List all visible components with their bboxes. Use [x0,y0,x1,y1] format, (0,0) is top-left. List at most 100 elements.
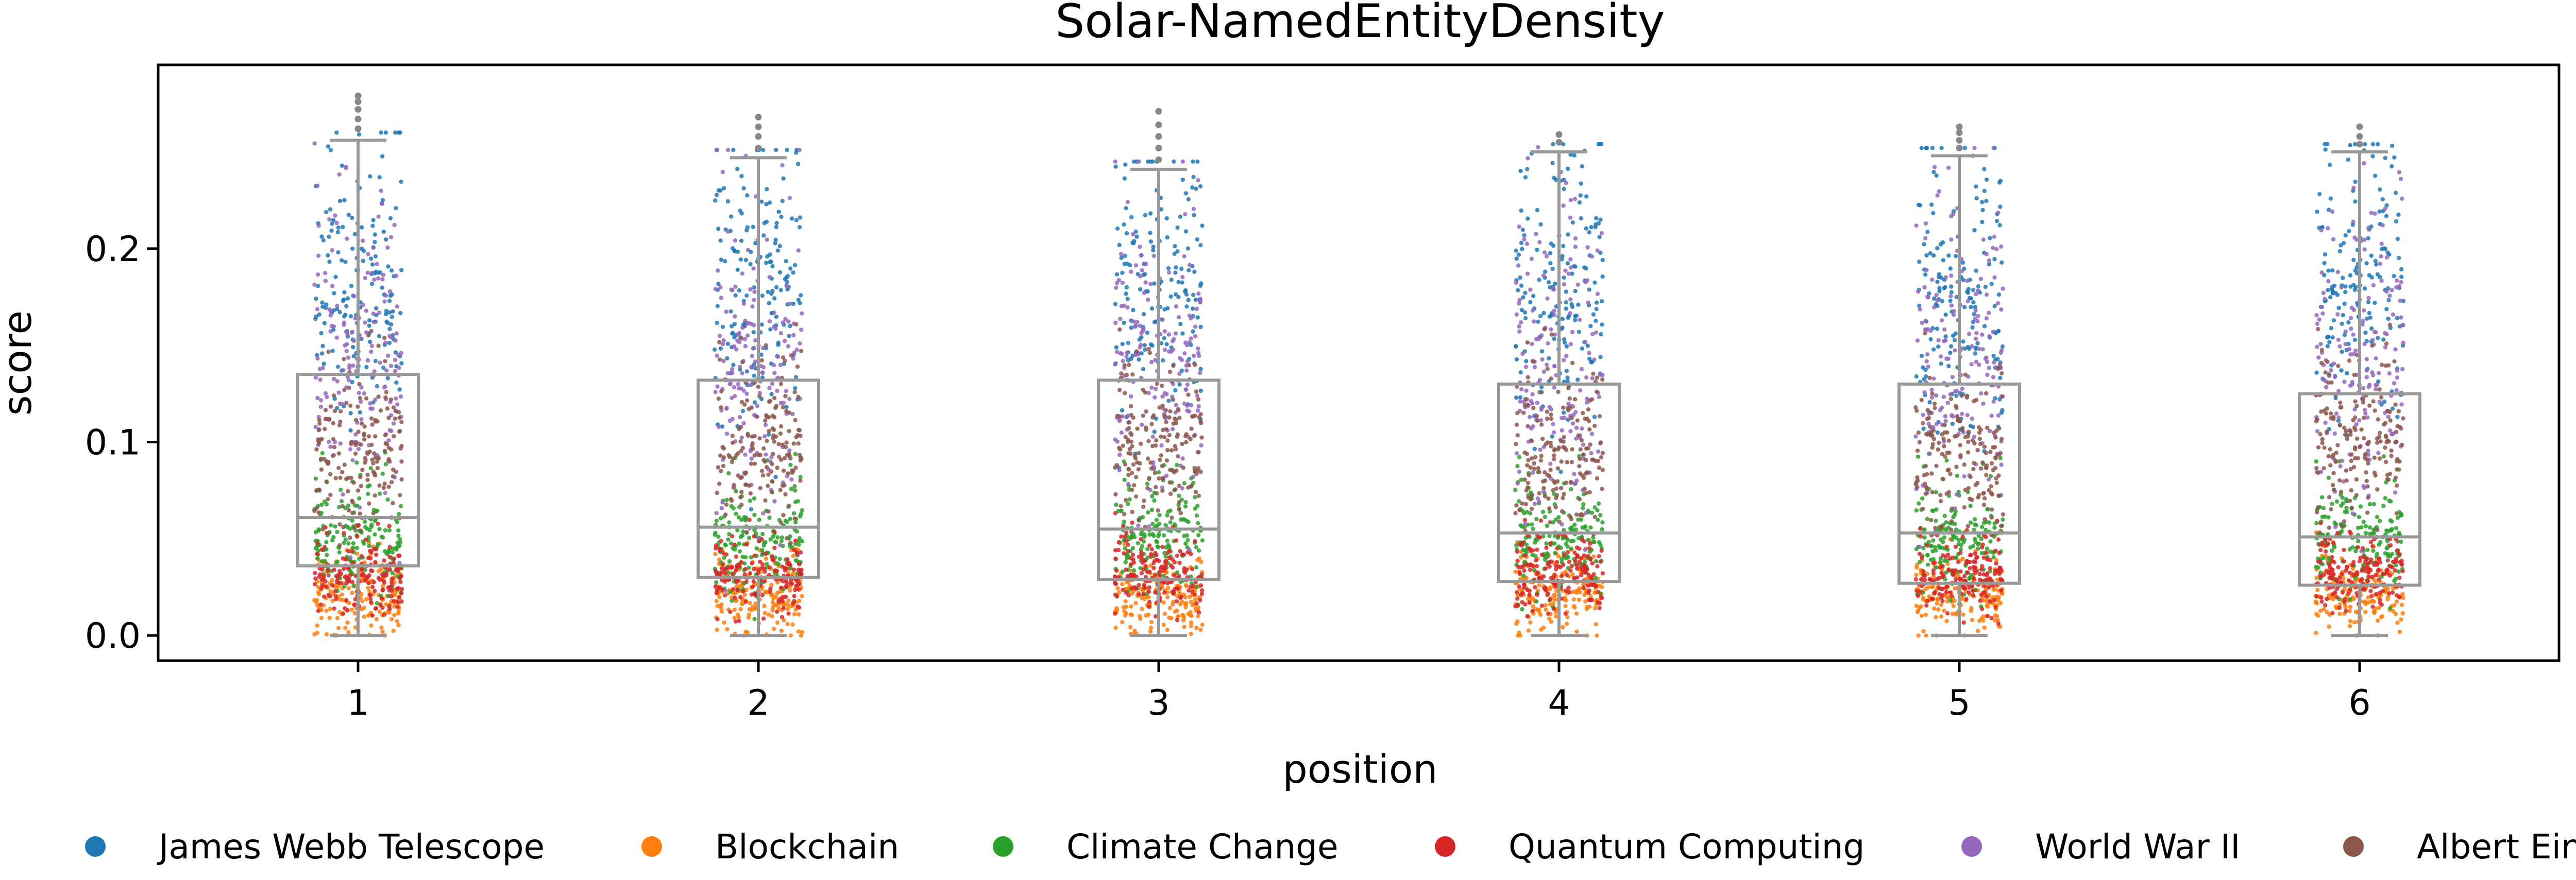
data-point [1575,418,1580,423]
data-point [1999,578,2004,582]
data-point [799,571,803,576]
data-point [1548,468,1553,472]
strip-group-4 [1513,142,1605,638]
data-point [1145,331,1149,335]
data-point [336,390,341,395]
data-point [1165,539,1170,543]
data-point [1188,437,1193,441]
data-point [313,424,318,429]
data-point [1979,525,1985,529]
data-point [1141,505,1146,509]
data-point [1183,434,1188,439]
data-point [1160,317,1165,322]
data-point [1513,511,1518,515]
data-point [1195,504,1200,508]
data-point [1183,605,1188,610]
data-point [1590,561,1595,566]
data-point [738,365,742,369]
data-point [1149,552,1154,557]
data-point [379,130,383,135]
data-point [380,154,385,159]
data-point [1573,559,1578,563]
data-point [760,375,765,380]
data-point [1599,455,1604,460]
data-point [1922,285,1927,290]
data-point [1574,589,1579,593]
data-point [785,280,789,284]
data-point [787,410,792,415]
data-point [388,235,394,239]
data-point [1129,471,1134,475]
data-point [1125,297,1130,301]
data-point [1553,281,1557,286]
data-point [314,488,319,493]
data-point [1165,306,1170,310]
data-point [324,540,329,544]
data-point [733,595,737,600]
data-point [1123,498,1128,503]
data-point [1977,541,1981,546]
data-point [1522,517,1528,523]
data-point [1581,442,1586,447]
data-point [1918,203,1923,208]
data-point [389,428,394,434]
data-point [787,334,791,338]
data-point [319,586,324,591]
data-point [351,354,356,359]
data-point [1993,618,1997,623]
data-point [1153,357,1158,363]
data-point [330,221,334,226]
data-point [1938,528,1943,533]
data-point [1573,245,1578,249]
data-point [1929,395,1935,400]
data-point [768,327,773,332]
data-point [373,358,378,364]
data-point [1545,363,1549,367]
data-point [1530,359,1535,364]
data-point [1928,251,1933,256]
data-point [715,320,719,325]
data-point [392,222,397,228]
data-point [1591,572,1596,577]
data-point [1193,469,1197,474]
data-point [1118,447,1123,452]
data-point [1557,520,1562,524]
data-point [326,349,331,354]
data-point [763,418,768,423]
data-point [725,148,731,152]
data-point [1948,266,1953,271]
data-point [1546,341,1550,346]
data-point [1143,280,1148,285]
data-point [774,404,779,408]
data-point [1538,447,1543,452]
data-point [1549,376,1553,381]
data-point [721,562,725,567]
data-point [748,287,753,292]
data-point [1531,294,1536,298]
data-point [1960,386,1964,391]
data-point [1546,496,1551,501]
data-point [374,306,379,310]
data-point [719,539,723,543]
data-point [796,612,801,617]
data-point [788,301,792,306]
data-point [350,246,355,251]
data-point [1562,340,1567,345]
data-point [1523,522,1528,526]
data-point [347,363,352,368]
data-point [320,366,325,370]
data-point [1543,566,1548,571]
data-point [1164,392,1169,396]
data-point [1130,444,1134,448]
data-point [1189,336,1193,341]
data-point [1184,584,1189,589]
data-point [724,406,729,410]
data-point [1188,263,1192,267]
data-point [1191,474,1196,479]
data-point [740,371,744,375]
data-point [1583,565,1588,570]
data-point [1151,533,1156,539]
data-point [380,605,385,610]
data-point [331,453,335,458]
data-point [1146,589,1151,594]
